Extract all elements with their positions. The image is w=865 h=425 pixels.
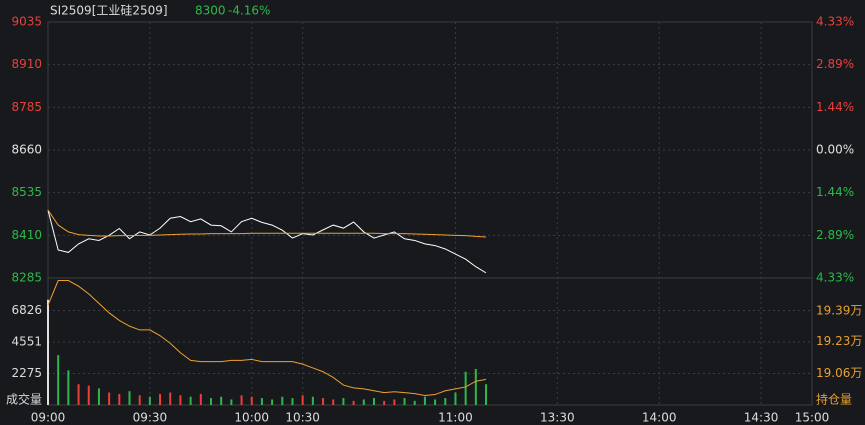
volume-bar <box>128 391 131 405</box>
volume-bar <box>179 395 182 405</box>
x-tick-label: 09:00 <box>31 411 66 425</box>
volume-bar <box>301 395 304 405</box>
y2-tick-label: 19.39万 <box>816 303 862 317</box>
volume-bar <box>199 393 202 405</box>
change: -4.16% <box>228 4 270 18</box>
y2-tick-label: 0.00% <box>816 143 854 157</box>
volume-bar <box>250 396 253 405</box>
volume-bar <box>362 399 365 405</box>
volume-bar <box>291 398 294 405</box>
volume-bar <box>240 395 243 405</box>
y-axis-label: 成交量 <box>6 392 42 407</box>
symbol-title: SI2509[工业硅2509] <box>50 4 168 18</box>
y2-tick-label: 1.44% <box>816 185 854 199</box>
volume-bar <box>108 392 111 405</box>
volume-bar <box>138 395 141 405</box>
volume-bar <box>322 398 325 405</box>
y2-tick-label: 4.33% <box>816 271 854 285</box>
x-tick-label: 13:30 <box>540 411 575 425</box>
price-line <box>47 209 487 238</box>
y-tick-label: 8910 <box>11 57 42 71</box>
volume-bar <box>464 371 467 405</box>
x-tick-label: 10:00 <box>234 411 269 425</box>
y2-axis-label: 持仓量 <box>816 392 852 407</box>
y-tick-label: 2275 <box>11 366 42 380</box>
volume-bar <box>189 396 192 405</box>
volume-bar <box>393 399 396 405</box>
price-line <box>47 209 487 274</box>
y2-tick-label: 19.23万 <box>816 334 862 348</box>
volume-bar <box>311 396 314 405</box>
volume-bar <box>159 393 162 405</box>
volume-bar <box>209 398 212 405</box>
volume-bar <box>281 396 284 405</box>
volume-bar <box>97 388 100 405</box>
volume-bar <box>230 399 233 405</box>
y-tick-label: 8410 <box>11 228 42 242</box>
volume-bar <box>220 396 223 405</box>
y-tick-label: 4551 <box>11 334 42 348</box>
volume-bar <box>87 385 90 405</box>
volume-bar <box>423 396 426 405</box>
volume-bar <box>57 355 60 405</box>
volume-bar <box>67 370 70 405</box>
volume-bar <box>485 384 488 405</box>
x-tick-label: 09:30 <box>133 411 168 425</box>
y2-tick-label: 1.44% <box>816 100 854 114</box>
open-interest-line <box>47 280 487 397</box>
x-tick-label: 15:00 <box>795 411 830 425</box>
volume-bar <box>148 396 151 405</box>
volume-bar <box>342 398 345 405</box>
y2-tick-label: 4.33% <box>816 15 854 29</box>
volume-bar <box>352 400 355 405</box>
volume-bar <box>169 392 172 405</box>
y-tick-label: 8285 <box>11 271 42 285</box>
y-tick-label: 8535 <box>11 185 42 199</box>
y-tick-label: 8785 <box>11 100 42 114</box>
y-tick-label: 9035 <box>11 15 42 29</box>
volume-bar <box>260 398 263 405</box>
x-tick-label: 14:00 <box>642 411 677 425</box>
x-tick-label: 14:30 <box>744 411 779 425</box>
volume-bar <box>474 369 477 405</box>
volume-bar <box>403 398 406 405</box>
volume-bar <box>454 392 457 405</box>
volume-bar <box>47 299 49 405</box>
volume-bar <box>77 384 80 405</box>
volume-bar <box>271 399 274 405</box>
volume-bar <box>383 400 386 405</box>
x-tick-label: 10:30 <box>285 411 320 425</box>
volume-bar <box>372 398 375 405</box>
volume-bar <box>118 393 121 405</box>
volume-bar <box>444 398 447 405</box>
volume-bar <box>332 399 335 405</box>
y-tick-label: 6826 <box>11 303 42 317</box>
last-price: 8300 <box>195 4 226 18</box>
y2-tick-label: 19.06万 <box>816 366 862 380</box>
x-tick-label: 11:00 <box>438 411 473 425</box>
y2-tick-label: 2.89% <box>816 57 854 71</box>
volume-bar <box>434 399 437 405</box>
y-tick-label: 8660 <box>11 143 42 157</box>
volume-bar <box>413 400 416 405</box>
y2-tick-label: 2.89% <box>816 228 854 242</box>
